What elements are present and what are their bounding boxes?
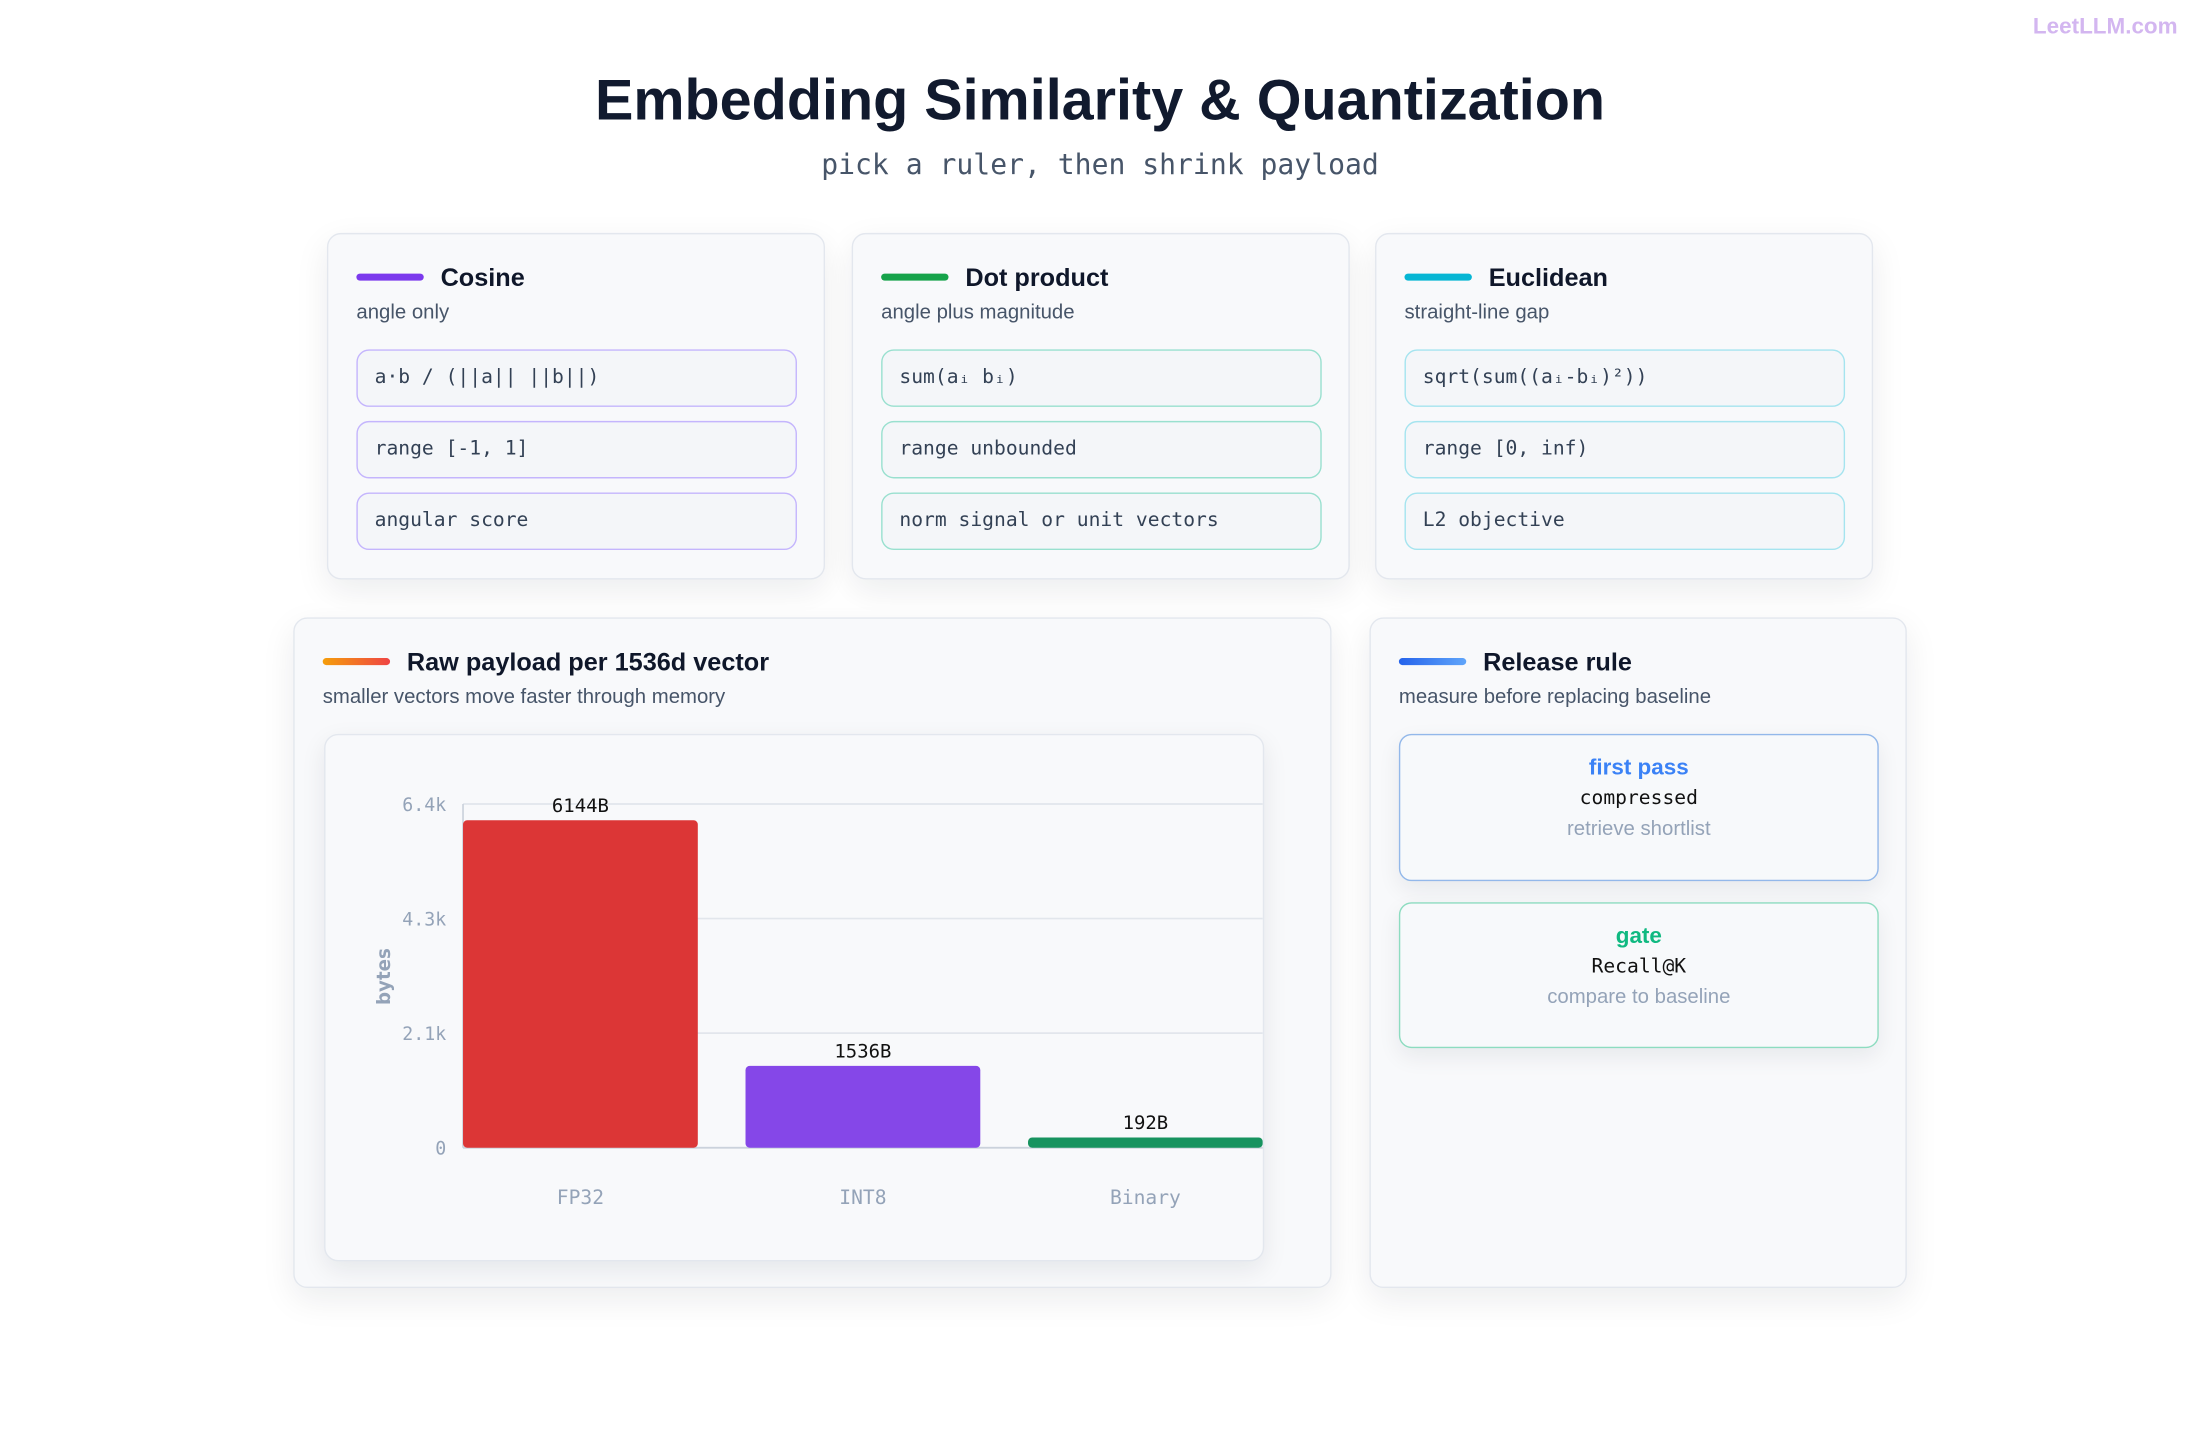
release-title: Release rule <box>1483 648 1632 677</box>
value-label: 192B <box>1123 1112 1169 1134</box>
step-note: retrieve shortlist <box>1567 818 1711 841</box>
y-axis-label: bytes <box>374 948 395 1005</box>
y-tick-label: 4.3k <box>402 910 446 931</box>
metric-item: sum(aᵢ bᵢ) <box>881 349 1322 407</box>
metric-item: a·b / (||a|| ||b||) <box>356 349 797 407</box>
metric-card: Dot product angle plus magnitude sum(aᵢ bᵢ… <box>851 232 1350 580</box>
metric-item: range [-1, 1] <box>356 420 797 479</box>
accent <box>1398 658 1467 666</box>
step-value: Recall@K <box>1591 955 1687 978</box>
page-subtitle: pick a ruler, then shrink payload <box>821 147 1379 181</box>
chart-title: Raw payload per 1536d vector <box>406 648 770 677</box>
metric-item: sqrt(sum((aᵢ-bᵢ)²)) <box>1404 349 1846 407</box>
x-tick-label: Binary <box>1110 1186 1181 1209</box>
chart-card: Raw payload per 1536d vector smaller vec… <box>293 617 1332 1289</box>
release-step: first pass compressed retrieve shortlist <box>1398 733 1879 882</box>
metric-card: Euclidean straight-line gap sqrt(sum((aᵢ-b… <box>1375 232 1874 580</box>
metric-card: Cosine angle only a·b / (||a|| ||b||) range… <box>326 232 826 580</box>
y-tick-label: 2.1k <box>402 1024 446 1045</box>
metric-subtitle: straight-line gap <box>1404 301 1550 325</box>
metric-title: Euclidean <box>1488 263 1608 292</box>
accent <box>356 273 424 281</box>
metric-title: Cosine <box>440 263 525 292</box>
x-tick-label: INT8 <box>839 1186 886 1209</box>
chart-panel: 0 2.1k 4.3k 6.4k bytes 6144B FP32 1536B INT8 192B… <box>324 733 1265 1262</box>
step-note: compare to baseline <box>1547 986 1731 1009</box>
metric-item: angular score <box>356 492 797 551</box>
metric-subtitle: angle only <box>356 301 450 325</box>
step-label: gate <box>1615 924 1662 949</box>
metric-title: Dot product <box>965 263 1109 292</box>
release-step: gate Recall@K compare to baseline <box>1398 902 1879 1049</box>
metric-subtitle: angle plus magnitude <box>881 301 1075 325</box>
accent <box>881 273 949 281</box>
metric-item: range [0, inf) <box>1404 420 1846 479</box>
page-title: Embedding Similarity & Quantization <box>595 67 1606 132</box>
y-tick-label: 6.4k <box>402 795 446 816</box>
y-tick-label: 0 <box>435 1139 446 1160</box>
watermark: LeetLLM.com <box>2032 15 2178 40</box>
value-label: 6144B <box>552 795 609 817</box>
metric-item: norm signal or unit vectors <box>881 492 1322 551</box>
release-subtitle: measure before replacing baseline <box>1398 686 1712 709</box>
step-value: compressed <box>1579 787 1698 810</box>
metric-item: range unbounded <box>881 420 1322 479</box>
metric-item: L2 objective <box>1404 492 1846 551</box>
step-label: first pass <box>1588 756 1689 781</box>
bar <box>1028 1137 1263 1148</box>
bar <box>745 1065 981 1148</box>
chart-subtitle: smaller vectors move faster through memo… <box>322 686 726 709</box>
release-card: Release rule measure before replacing ba… <box>1369 617 1907 1289</box>
x-tick-label: FP32 <box>557 1186 604 1209</box>
accent <box>322 658 391 666</box>
chart: 0 2.1k 4.3k 6.4k bytes 6144B FP32 1536B INT8 192B… <box>374 795 1263 1209</box>
accent <box>1404 273 1472 281</box>
bar <box>463 820 698 1148</box>
value-label: 1536B <box>834 1040 891 1062</box>
